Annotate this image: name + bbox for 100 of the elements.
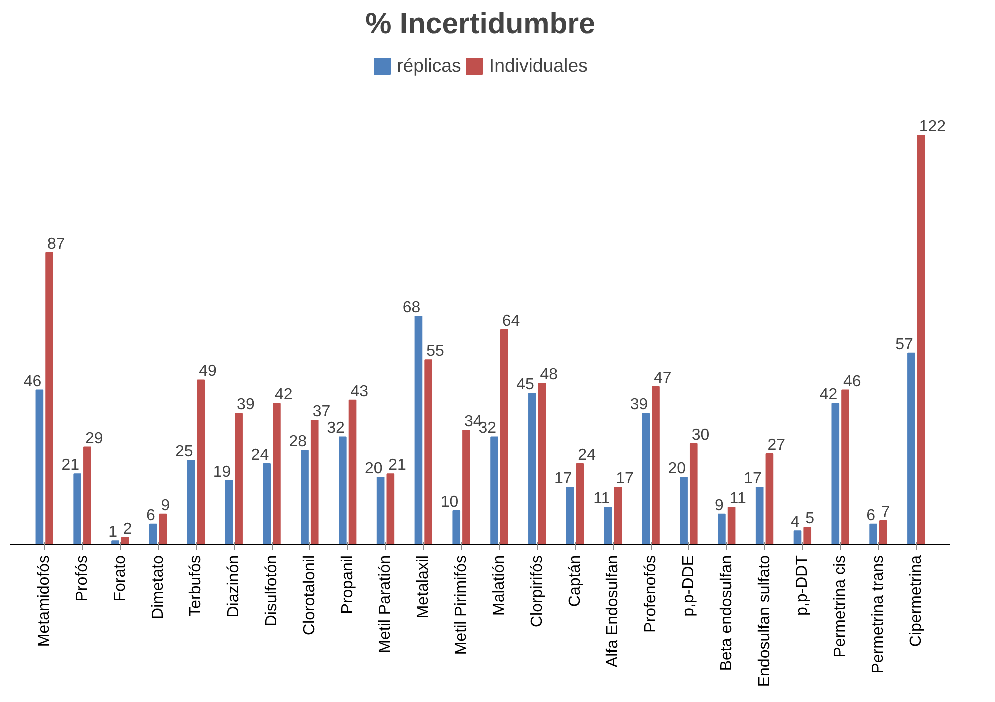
data-label: 48 <box>540 366 558 384</box>
x-tick-label: Clorotalonil <box>301 555 318 636</box>
bar <box>842 390 850 544</box>
bar <box>414 316 423 544</box>
data-label: 42 <box>274 386 293 404</box>
legend-label: réplicas <box>397 55 462 77</box>
data-label: 17 <box>616 470 634 488</box>
bar <box>149 524 158 544</box>
data-label: 21 <box>388 457 407 474</box>
bar <box>614 487 622 544</box>
bar <box>376 476 385 544</box>
x-tick-label: Metalaxil <box>415 555 432 619</box>
x-tick-label: Malatión <box>490 555 508 616</box>
x-tick-label: Metamidofós <box>36 556 54 648</box>
bar <box>528 393 536 544</box>
bar <box>652 386 660 544</box>
bar <box>832 403 840 544</box>
x-tick-label: Dimetato <box>150 555 167 620</box>
bar <box>424 360 432 544</box>
bar <box>756 487 764 544</box>
bar <box>273 403 281 544</box>
bar <box>576 464 584 544</box>
bar <box>880 520 888 544</box>
data-label: 9 <box>161 497 170 514</box>
data-label: 20 <box>668 460 686 478</box>
bar <box>794 530 802 544</box>
data-label: 39 <box>237 396 255 414</box>
data-label: 27 <box>768 436 786 454</box>
x-tick-label: Beta endosulfan <box>718 555 736 672</box>
data-label: 19 <box>213 464 232 481</box>
data-label: 42 <box>820 386 838 404</box>
data-label: 28 <box>289 434 308 451</box>
bar <box>225 480 234 544</box>
data-label: 43 <box>350 383 369 400</box>
data-label: 9 <box>715 497 724 514</box>
bar <box>462 430 470 544</box>
x-tick-label: Cipermetrina <box>908 555 925 648</box>
bar <box>112 540 120 544</box>
bar <box>728 507 736 544</box>
bar <box>908 352 916 544</box>
bar <box>235 413 243 544</box>
x-tick-label: Profenofós <box>642 555 660 633</box>
bar <box>452 510 461 544</box>
bar <box>187 460 196 544</box>
x-tick-label: Profós <box>74 555 92 602</box>
data-label: 25 <box>176 444 194 461</box>
chart-title: % Incertidumbre <box>366 8 596 40</box>
data-label: 11 <box>594 490 610 508</box>
data-label: 17 <box>554 470 572 488</box>
bar <box>386 474 395 544</box>
data-label: 5 <box>806 510 815 528</box>
data-label: 24 <box>578 447 596 464</box>
x-tick-label: Terbufós <box>188 555 205 617</box>
x-tick-label: Alfa Endosulfan <box>604 556 622 668</box>
bar <box>46 252 54 544</box>
x-tick-label: Permetrina cis <box>832 556 850 658</box>
data-label: 64 <box>502 312 520 330</box>
bar <box>690 443 698 544</box>
bar <box>263 464 272 544</box>
data-label: 4 <box>790 514 800 532</box>
data-label: 11 <box>730 490 747 508</box>
data-label: 46 <box>24 373 42 390</box>
bar <box>538 383 546 544</box>
data-label: 122 <box>919 118 946 136</box>
bar <box>718 514 726 544</box>
data-label: 6 <box>866 507 876 524</box>
bar <box>197 380 206 544</box>
bar <box>566 487 574 544</box>
data-label: 29 <box>85 430 104 448</box>
x-tick-label: Metil Paratión <box>377 555 394 654</box>
x-tick-label: Forato <box>112 555 129 602</box>
data-label: 57 <box>896 336 914 354</box>
bar <box>348 400 357 544</box>
data-label: 2 <box>123 520 132 538</box>
bar <box>604 507 612 544</box>
data-label: 10 <box>440 494 459 511</box>
data-label: 55 <box>426 343 444 360</box>
data-label: 21 <box>62 457 80 474</box>
bar <box>870 524 878 544</box>
bar <box>84 446 92 544</box>
data-label: 45 <box>516 376 535 394</box>
x-tick-label: Clorpirifós <box>528 556 546 628</box>
bar <box>339 436 347 544</box>
bar <box>159 514 168 544</box>
bar <box>766 453 774 544</box>
data-label: 39 <box>630 396 648 414</box>
x-tick-label: Disulfotón <box>264 555 281 627</box>
bar <box>680 476 688 544</box>
data-label: 46 <box>844 373 862 390</box>
data-label: 37 <box>312 403 331 420</box>
data-label: 24 <box>251 447 270 464</box>
data-label: 30 <box>692 426 710 444</box>
bar <box>917 134 926 544</box>
data-label: 68 <box>402 300 421 317</box>
x-tick-label: Captán <box>566 556 584 608</box>
data-label: 1 <box>108 524 118 542</box>
data-label: 17 <box>744 470 762 488</box>
bar <box>301 450 309 544</box>
x-tick-label: Endosulfan sulfato <box>756 555 774 688</box>
data-label: 32 <box>327 420 346 438</box>
